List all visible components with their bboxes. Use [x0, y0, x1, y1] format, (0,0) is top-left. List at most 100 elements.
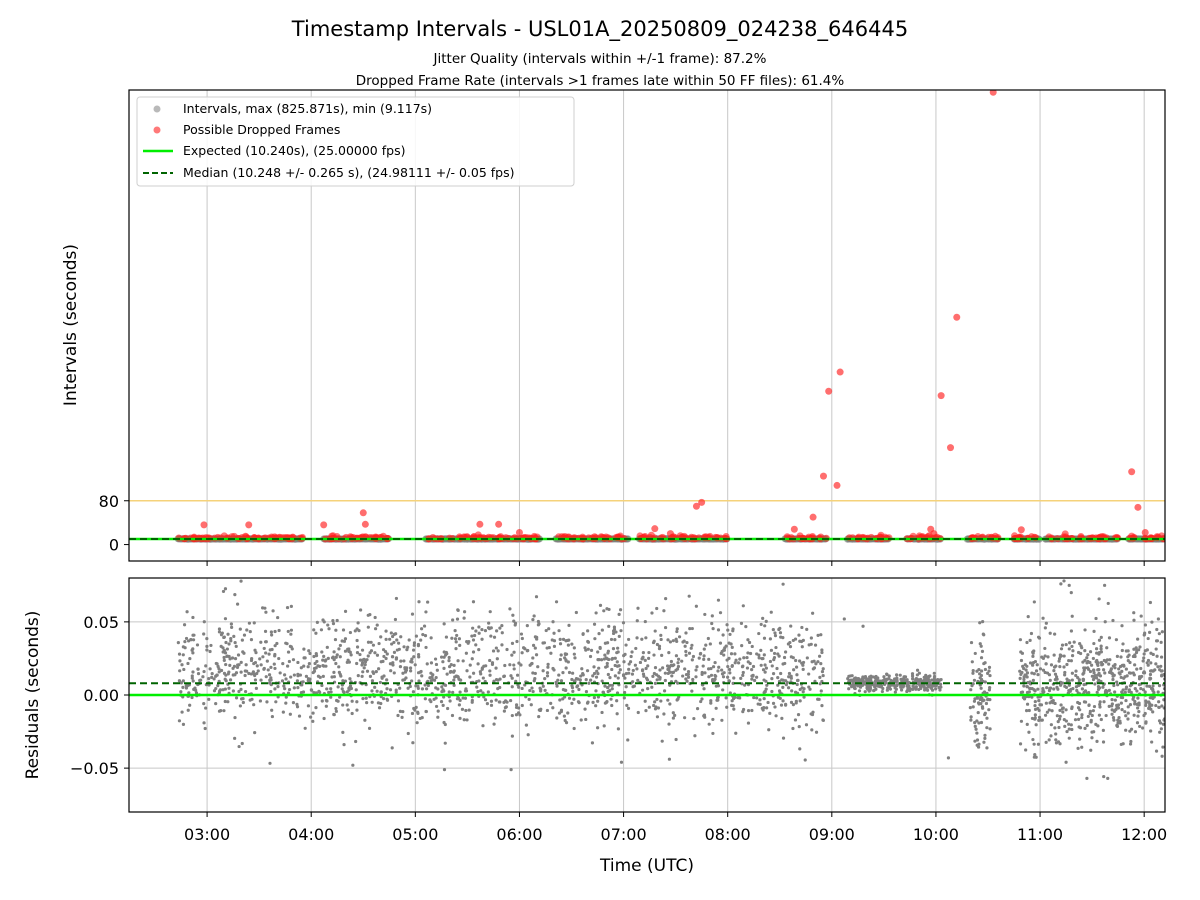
residual-point	[217, 630, 222, 634]
residual-point	[939, 685, 943, 689]
residual-point	[773, 634, 778, 638]
residual-point	[692, 716, 696, 721]
residual-point	[730, 645, 734, 649]
residual-point	[334, 661, 338, 666]
residual-point	[262, 667, 266, 671]
residual-point	[694, 675, 698, 679]
residual-point	[312, 691, 316, 695]
residual-point	[426, 683, 430, 688]
residual-point	[714, 684, 718, 688]
residual-point	[1065, 662, 1069, 667]
residual-point	[641, 651, 645, 655]
residual-point	[202, 632, 206, 636]
residual-point	[646, 664, 650, 668]
residual-point	[411, 690, 416, 694]
residual-point	[800, 625, 804, 630]
residual-point	[214, 661, 218, 666]
residual-point	[1093, 675, 1097, 679]
residual-point	[619, 629, 623, 633]
residual-point	[716, 698, 720, 702]
residual-point	[666, 698, 670, 702]
residual-point	[1124, 698, 1128, 703]
residual-point	[716, 598, 721, 602]
residual-point	[1064, 642, 1068, 647]
residual-point	[932, 678, 936, 682]
residual-point	[1099, 717, 1103, 722]
residual-point	[986, 698, 990, 702]
residual-point	[628, 660, 633, 664]
residual-point	[545, 674, 550, 678]
residual-point	[253, 678, 258, 682]
residual-point	[610, 657, 614, 661]
residual-point	[983, 680, 987, 684]
residual-point	[988, 727, 992, 731]
residual-point	[771, 672, 776, 676]
residual-point	[1052, 687, 1056, 691]
residual-point	[702, 647, 706, 651]
residual-point	[683, 716, 687, 720]
residual-point	[1145, 648, 1149, 652]
residual-point	[245, 628, 249, 632]
residual-point	[1055, 677, 1059, 681]
residual-point	[750, 708, 754, 713]
residual-point	[1086, 653, 1090, 657]
residual-point	[286, 664, 290, 668]
residual-point	[403, 666, 407, 670]
residual-point	[321, 658, 325, 662]
residual-point	[1043, 713, 1048, 717]
residual-point	[885, 672, 889, 676]
residual-point	[742, 656, 746, 660]
residual-point	[538, 708, 542, 713]
residual-point	[393, 617, 398, 622]
residual-point	[458, 643, 462, 647]
residual-point	[761, 616, 765, 620]
residual-point	[1148, 702, 1152, 706]
residual-point	[237, 744, 241, 749]
residual-point	[461, 659, 465, 663]
residual-point	[1045, 710, 1049, 714]
residual-point	[399, 635, 403, 639]
residual-point	[599, 658, 604, 662]
residual-point	[373, 627, 378, 631]
residual-point	[477, 631, 481, 635]
residual-point	[789, 624, 793, 628]
residual-point	[370, 700, 374, 704]
residual-point	[1148, 600, 1153, 605]
residual-point	[219, 633, 224, 637]
residual-point	[790, 689, 794, 693]
residual-point	[332, 675, 336, 679]
residual-point	[750, 668, 754, 672]
residual-point	[809, 642, 813, 646]
residual-point	[1081, 660, 1085, 664]
residual-point	[791, 726, 795, 731]
residual-point	[1091, 677, 1096, 682]
residual-point	[1141, 659, 1145, 663]
residual-point	[302, 647, 306, 651]
residual-point	[727, 641, 731, 645]
residual-point	[605, 641, 610, 645]
residual-point	[178, 669, 182, 673]
residual-point	[373, 651, 377, 655]
residual-point	[309, 715, 313, 719]
residual-point	[1059, 683, 1063, 687]
residual-point	[734, 731, 738, 735]
residual-point	[1159, 655, 1164, 659]
residual-point	[1157, 700, 1161, 704]
residual-point	[814, 662, 818, 666]
residual-point	[1073, 718, 1078, 722]
residual-point	[1162, 673, 1165, 677]
residual-point	[531, 643, 536, 647]
residual-point	[512, 619, 516, 623]
residual-point	[1094, 722, 1098, 727]
residual-point	[1045, 671, 1050, 675]
residual-point	[412, 655, 416, 659]
residual-point	[320, 699, 324, 703]
residual-point	[886, 686, 890, 690]
residual-point	[330, 675, 334, 679]
residual-point	[229, 622, 233, 626]
residual-point	[1101, 740, 1106, 744]
residual-point	[379, 635, 383, 639]
residual-point	[683, 644, 687, 648]
residual-point	[1148, 672, 1153, 677]
residual-point	[1099, 647, 1103, 651]
